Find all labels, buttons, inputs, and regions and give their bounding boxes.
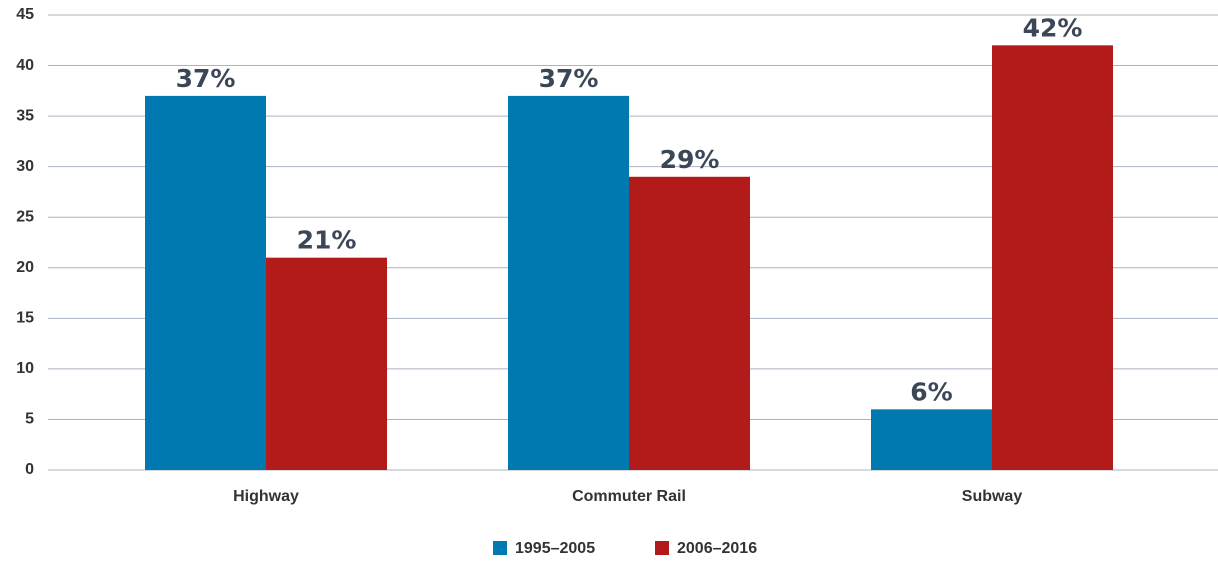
y-tick-label: 25: [16, 208, 34, 225]
legend-label: 2006–2016: [677, 540, 757, 557]
legend-swatch: [493, 541, 507, 555]
bar: [992, 45, 1113, 470]
legend-swatch: [655, 541, 669, 555]
y-tick-label: 10: [16, 360, 34, 377]
data-label: 37%: [176, 64, 236, 93]
y-tick-label: 35: [16, 107, 34, 124]
data-label: 29%: [660, 145, 720, 174]
y-tick-label: 15: [16, 310, 34, 327]
data-label: 37%: [539, 64, 599, 93]
legend-label: 1995–2005: [515, 540, 595, 557]
y-tick-label: 20: [16, 259, 34, 276]
x-tick-label: Subway: [962, 488, 1023, 505]
y-tick-label: 5: [25, 411, 34, 428]
bar: [871, 409, 992, 470]
bar: [629, 176, 750, 470]
data-label: 42%: [1023, 13, 1083, 42]
data-label: 6%: [910, 377, 952, 406]
y-tick-label: 0: [25, 461, 34, 478]
bar: [266, 257, 387, 470]
bar: [508, 95, 629, 470]
x-tick-label: Highway: [233, 488, 299, 505]
y-tick-label: 30: [16, 158, 34, 175]
data-label: 21%: [297, 226, 357, 255]
y-tick-label: 40: [16, 57, 34, 74]
x-tick-label: Commuter Rail: [572, 488, 686, 505]
bar: [145, 95, 266, 470]
y-tick-label: 45: [16, 6, 34, 23]
